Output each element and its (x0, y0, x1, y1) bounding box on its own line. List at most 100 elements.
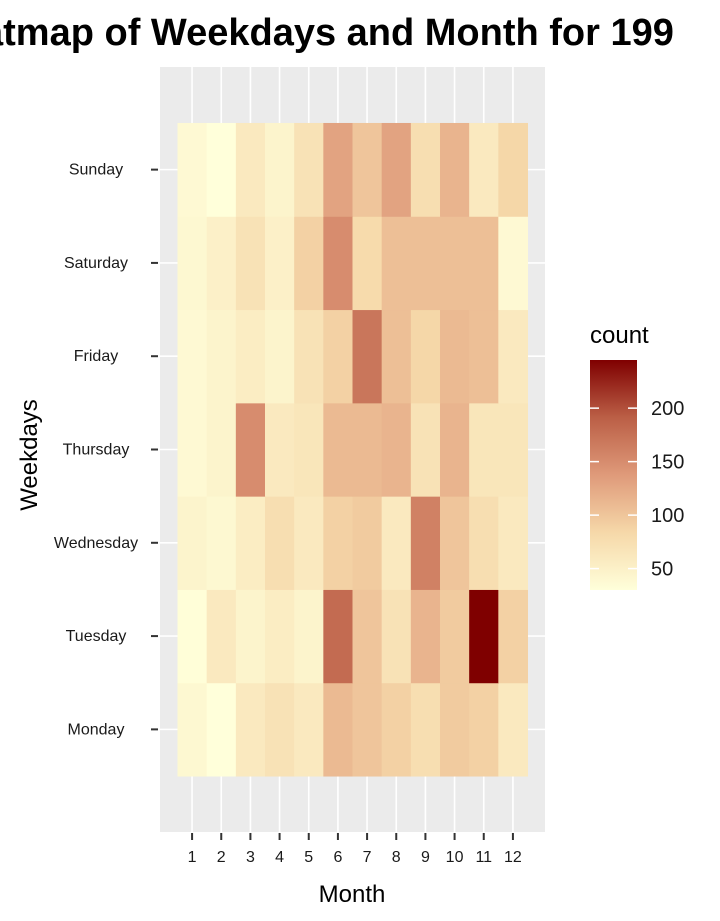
heatmap-cell (381, 682, 412, 777)
heatmap-cell (177, 682, 208, 777)
heatmap-cell (265, 589, 295, 684)
heatmap-cell (177, 309, 208, 404)
heatmap-cell (469, 496, 499, 590)
heatmap-cell (498, 309, 528, 404)
heatmap-cell (323, 496, 353, 590)
heatmap-cell (440, 122, 470, 217)
legend-title: count (590, 322, 649, 349)
heatmap-cell (294, 589, 324, 684)
heatmap-cell (352, 309, 383, 404)
heatmap-cell (498, 682, 528, 777)
heatmap-cell (265, 309, 295, 404)
heatmap-cell (294, 309, 324, 404)
x-tick-label: 8 (392, 849, 401, 866)
x-tick-label: 9 (421, 849, 430, 866)
heatmap-cell (440, 402, 470, 497)
y-tick-label: Tuesday (66, 628, 127, 645)
heatmap-cell (498, 589, 528, 684)
x-tick-label: 7 (363, 849, 372, 866)
heatmap-cell (294, 122, 324, 217)
chart-title: atmap of Weekdays and Month for 199 (0, 12, 674, 54)
y-tick-label: Monday (68, 721, 125, 738)
heatmap-cell (294, 496, 324, 590)
heatmap-cell (440, 682, 470, 777)
heatmap-cell (352, 589, 383, 684)
heatmap-cell (381, 402, 412, 497)
x-tick-label: 2 (217, 849, 226, 866)
heatmap-cell (469, 402, 499, 497)
heatmap-cell (265, 402, 295, 497)
heatmap-cell (206, 496, 237, 590)
heatmap-cell (235, 589, 266, 684)
heatmap-cell (265, 122, 295, 217)
heatmap-cell (352, 216, 383, 311)
heatmap-cell (469, 122, 499, 217)
heatmap-cell (235, 402, 266, 497)
legend-label: 100 (651, 505, 684, 527)
heatmap-cell (410, 122, 441, 217)
heatmap-cell (498, 122, 528, 217)
heatmap-cell (323, 682, 353, 777)
heatmap-cell (381, 216, 412, 311)
heatmap-cell (381, 589, 412, 684)
heatmap-cell (469, 682, 499, 777)
heatmap-cell (294, 402, 324, 497)
heatmap-cell (381, 122, 412, 217)
heatmap-cell (410, 496, 441, 590)
heatmap-cell (323, 122, 353, 217)
heatmap-cell (410, 682, 441, 777)
heatmap-cell (323, 216, 353, 311)
heatmap-cell (177, 402, 208, 497)
x-tick-label: 5 (304, 849, 313, 866)
heatmap-cell (469, 216, 499, 311)
legend-label: 200 (651, 398, 684, 420)
x-tick-label: 6 (333, 849, 342, 866)
y-tick-label: Thursday (63, 442, 130, 459)
heatmap-cell (177, 122, 208, 217)
heatmap-cell (206, 309, 237, 404)
heatmap-cell (323, 309, 353, 404)
heatmap-cell (440, 216, 470, 311)
heatmap-cell (410, 309, 441, 404)
heatmap-cell (265, 682, 295, 777)
legend-label: 150 (651, 452, 684, 474)
color-legend: count 50 100 150 200 (590, 322, 684, 590)
heatmap-cell (352, 496, 383, 590)
y-tick-label: Friday (74, 348, 118, 365)
y-axis: Monday Tuesday Wednesday Thursday Friday Satu… (54, 162, 158, 738)
heatmap-cell (381, 496, 412, 590)
y-tick-label: Wednesday (54, 535, 138, 552)
x-tick-label: 11 (475, 849, 492, 866)
legend-colorbar (590, 360, 637, 590)
heatmap-cell (498, 496, 528, 590)
heatmap-cell (265, 496, 295, 590)
x-axis-title: Month (319, 881, 386, 908)
heatmap-cell (206, 402, 237, 497)
heatmap-cell (235, 682, 266, 777)
heatmap-cell (352, 682, 383, 777)
y-tick-label: Sunday (69, 162, 123, 179)
heatmap-cell (440, 589, 470, 684)
heatmap-cell (498, 216, 528, 311)
heatmap-cell (177, 496, 208, 590)
y-axis-title: Weekdays (16, 399, 43, 511)
heatmap-cell (352, 122, 383, 217)
heatmap-cell (410, 589, 441, 684)
x-tick-label: 3 (246, 849, 255, 866)
heatmap-cell (294, 216, 324, 311)
heatmap-cell (469, 309, 499, 404)
heatmap-cells (177, 122, 528, 777)
x-axis: 1 2 3 4 5 6 7 8 9 10 11 12 (188, 833, 522, 866)
heatmap-cell (352, 402, 383, 497)
heatmap-cell (235, 216, 266, 311)
heatmap-cell (410, 402, 441, 497)
heatmap-cell (323, 589, 353, 684)
heatmap-cell (206, 589, 237, 684)
heatmap-cell (440, 309, 470, 404)
heatmap-cell (381, 309, 412, 404)
y-tick-label: Saturday (64, 255, 128, 272)
heatmap-cell (235, 496, 266, 590)
heatmap-cell (294, 682, 324, 777)
heatmap-cell (177, 216, 208, 311)
